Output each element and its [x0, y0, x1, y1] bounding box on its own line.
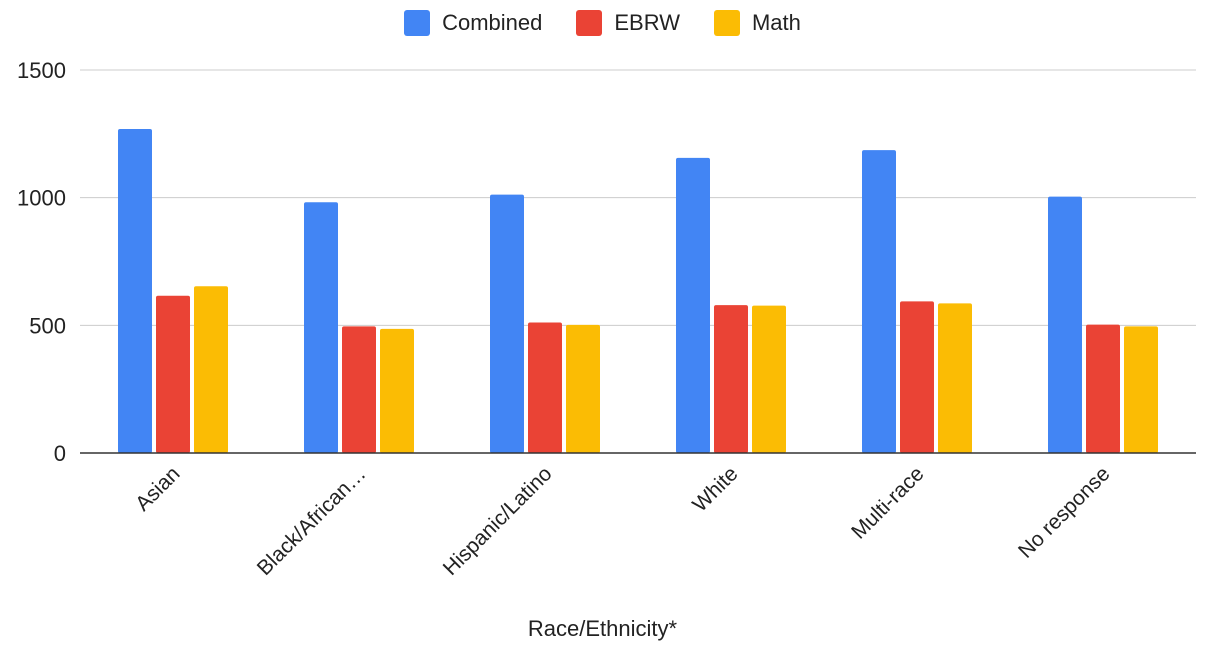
- bar-math: [566, 324, 600, 453]
- bar-combined: [1048, 196, 1082, 454]
- x-tick-label: White: [688, 462, 742, 516]
- bars: Asian Black/African… Hispanic/Latino White M…: [118, 128, 1158, 580]
- y-tick-label: 0: [54, 441, 66, 466]
- legend-label: EBRW: [614, 10, 680, 35]
- legend-label: Combined: [442, 10, 543, 35]
- x-tick-label: Multi-race: [847, 462, 928, 543]
- x-tick-label: No response: [1014, 462, 1114, 562]
- chart-legend: Combined EBRW Math: [0, 6, 1205, 40]
- legend-swatch: [404, 10, 431, 36]
- y-tick-label: 1000: [17, 186, 66, 211]
- x-tick-label: Hispanic/Latino: [439, 462, 557, 580]
- bar-math: [380, 328, 414, 453]
- legend-item: Math: [713, 10, 801, 36]
- x-tick-label: Asian: [131, 462, 184, 515]
- bar-ebrw: [156, 295, 190, 453]
- y-tick-label: 500: [29, 313, 66, 338]
- bar-math: [1124, 326, 1158, 453]
- bar-ebrw: [900, 301, 934, 453]
- bar-combined: [490, 194, 524, 453]
- legend-swatch: [576, 10, 603, 36]
- bar-ebrw: [714, 305, 748, 453]
- x-tick-label: Black/African…: [253, 462, 371, 580]
- bar-ebrw: [1086, 324, 1120, 453]
- bar-combined: [862, 150, 896, 453]
- bar-math: [752, 305, 786, 453]
- x-axis-title: Race/Ethnicity*: [527, 616, 678, 641]
- legend-label: Math: [751, 10, 801, 35]
- bar-math: [194, 286, 228, 453]
- legend-swatch: [713, 10, 740, 36]
- bar-math: [938, 303, 972, 453]
- bar-combined: [676, 157, 710, 454]
- bar-ebrw: [342, 326, 376, 453]
- y-tick-label: 1500: [17, 58, 66, 83]
- gridlines: 0 500 1000 1500: [17, 58, 1196, 466]
- bar-ebrw: [528, 322, 562, 453]
- legend-item: Combined: [404, 10, 542, 36]
- bar-combined: [304, 202, 338, 453]
- bar-combined: [118, 128, 152, 453]
- legend-item: EBRW: [576, 10, 680, 36]
